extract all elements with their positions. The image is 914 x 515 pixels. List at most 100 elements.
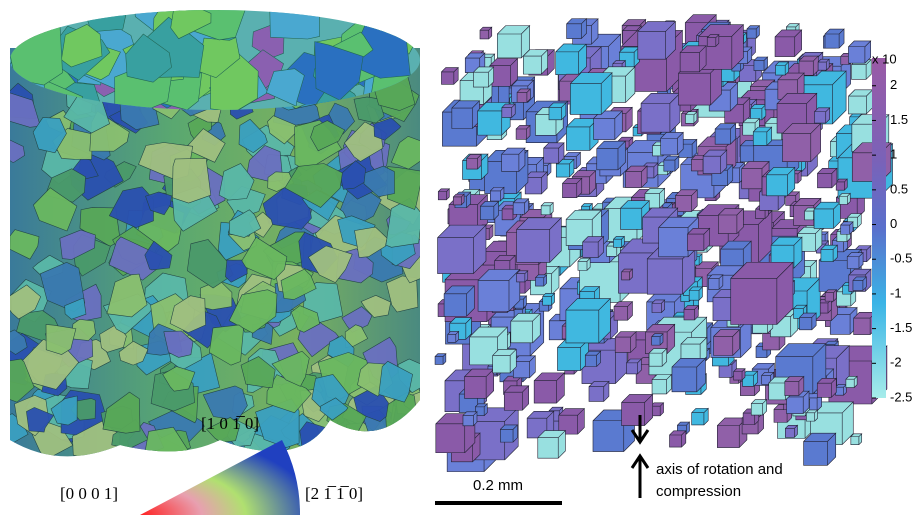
grain <box>373 117 402 141</box>
grain <box>280 268 317 300</box>
grain <box>64 297 87 320</box>
grain <box>10 229 40 260</box>
crystal <box>824 28 845 49</box>
grain <box>10 10 49 40</box>
grain <box>238 118 268 154</box>
grain <box>162 366 196 392</box>
crystal <box>679 45 707 73</box>
grain <box>208 324 244 366</box>
crystal <box>462 411 478 427</box>
crystal <box>797 226 823 252</box>
crystal <box>688 286 704 301</box>
crystal <box>813 201 842 229</box>
crystal <box>613 300 634 321</box>
crystal <box>497 24 531 59</box>
ipf-label: [2 1̅ 1̅ 0] <box>305 484 363 503</box>
grain <box>228 289 278 334</box>
crystal <box>522 49 549 75</box>
crystal <box>669 430 687 448</box>
crystal <box>820 244 839 262</box>
crystal <box>651 373 673 395</box>
colorbar-tick-label: 2 <box>890 77 897 92</box>
crystal <box>516 270 529 283</box>
crystal <box>733 367 746 381</box>
crystal <box>626 358 643 375</box>
crystal <box>557 338 590 371</box>
crystal <box>596 140 627 171</box>
grain <box>290 305 321 333</box>
crystal <box>566 17 588 39</box>
grain <box>145 191 173 216</box>
colorbar-tick-label: -2 <box>890 355 902 370</box>
grain <box>172 157 212 204</box>
grain <box>102 391 141 434</box>
crystal <box>750 103 767 121</box>
crystal <box>466 153 482 170</box>
colorbar-multiplier: x 10 <box>872 51 897 66</box>
crystal <box>613 235 626 248</box>
crystal <box>524 171 548 195</box>
grain <box>321 434 362 457</box>
colorbar-tick-label: 1 <box>890 147 897 162</box>
crystal <box>558 407 586 435</box>
crystal <box>702 149 728 175</box>
crystal <box>814 107 831 124</box>
grain <box>61 23 103 68</box>
crystal <box>770 236 803 269</box>
crystal <box>713 328 741 356</box>
ipf-label: [1 0 1̅ 0] <box>201 414 259 433</box>
crystal <box>817 167 838 189</box>
crystal <box>848 40 872 64</box>
crystal <box>434 352 447 365</box>
crystal <box>452 193 465 206</box>
crystal <box>441 66 459 85</box>
grain <box>240 356 276 388</box>
crystal <box>479 26 493 40</box>
crystal <box>512 198 530 215</box>
grain <box>268 10 320 40</box>
crystal <box>648 347 668 367</box>
crystal <box>437 188 451 201</box>
crystal <box>840 221 854 235</box>
crystal <box>718 207 745 234</box>
grain <box>310 120 346 152</box>
crystal <box>766 166 796 197</box>
crystal <box>480 200 500 221</box>
crystal <box>817 58 830 71</box>
crystal <box>516 88 532 103</box>
grain <box>33 187 78 232</box>
crystal <box>785 424 799 438</box>
crystal <box>489 186 505 202</box>
grain <box>106 273 148 318</box>
crystal <box>489 57 519 87</box>
crystal <box>516 217 563 263</box>
crystal <box>577 257 591 271</box>
crystal <box>752 126 773 146</box>
grain <box>284 163 343 208</box>
crystal <box>584 350 602 367</box>
grain <box>202 385 248 421</box>
grain <box>299 421 348 457</box>
grain <box>170 10 212 40</box>
crystal <box>687 227 711 251</box>
grain <box>10 329 28 355</box>
crystal <box>565 297 612 344</box>
grain <box>144 240 173 271</box>
crystal <box>548 102 567 121</box>
crystal <box>540 201 554 216</box>
grain <box>266 374 312 414</box>
crystal <box>593 110 623 140</box>
crystal <box>651 299 666 313</box>
crystal <box>846 251 864 269</box>
grain <box>386 166 420 210</box>
crystal <box>824 289 838 302</box>
crystal <box>537 429 567 459</box>
crystal <box>625 165 648 188</box>
crystal <box>637 20 677 60</box>
grain <box>366 435 413 457</box>
crystal <box>621 268 634 281</box>
colorbar-tick-label: 0 <box>890 216 897 231</box>
crystal <box>850 433 863 445</box>
grain <box>144 426 189 457</box>
crystal <box>806 409 819 422</box>
